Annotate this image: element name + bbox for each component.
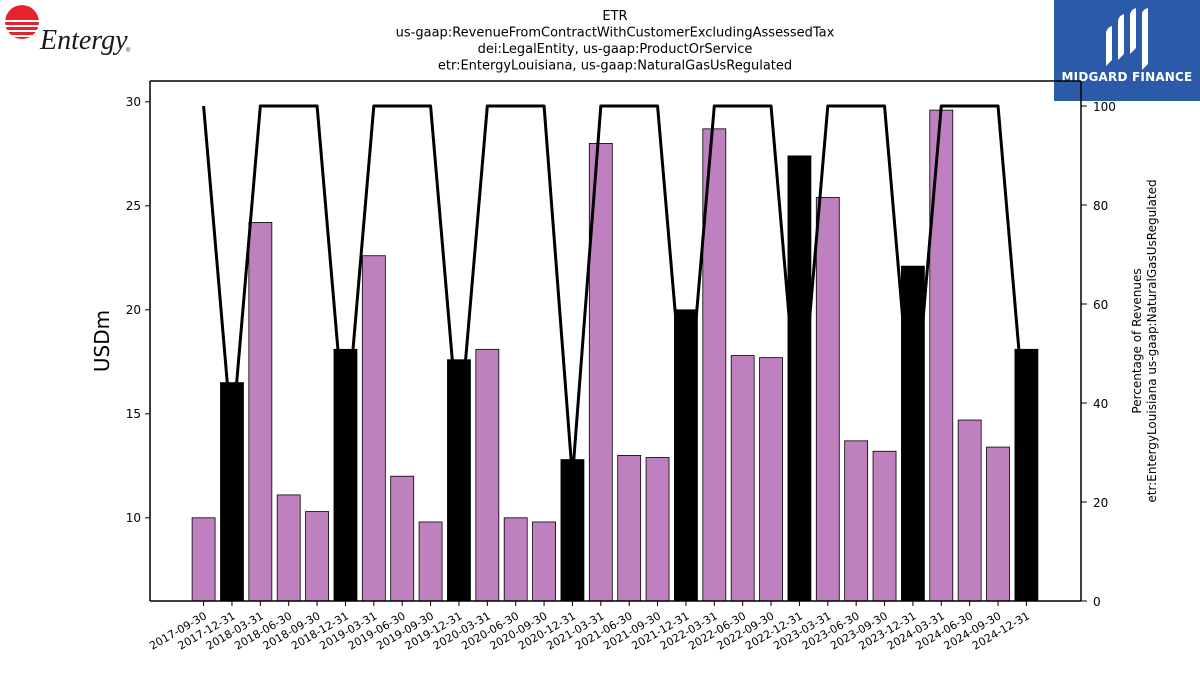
y2-tick-label-80: 80 bbox=[1093, 199, 1108, 213]
bar-2021-06-30 bbox=[617, 454, 642, 602]
bar-2022-06-30 bbox=[730, 355, 755, 602]
y-tick-label-30: 30 bbox=[126, 95, 141, 109]
bar-2020-12-31 bbox=[560, 459, 585, 602]
axes-group bbox=[149, 80, 1082, 602]
entergy-logo-mark: ® bbox=[126, 47, 131, 54]
bar-2017-12-31 bbox=[220, 382, 244, 602]
bar-2018-12-31 bbox=[333, 348, 358, 602]
bar-2019-03-31 bbox=[361, 255, 386, 602]
y2-tick-label-0: 0 bbox=[1093, 595, 1101, 609]
bar-2023-09-30 bbox=[872, 450, 897, 602]
bar-2023-03-31 bbox=[815, 197, 840, 602]
y-axis-label: USDm bbox=[90, 310, 114, 372]
y-ticks: 10 15 20 25 30 bbox=[126, 95, 150, 525]
bar-2023-06-30 bbox=[844, 440, 869, 602]
y2-ticks: 0 20 40 60 80 100 bbox=[1081, 100, 1116, 609]
bar-2024-06-30 bbox=[957, 419, 982, 602]
x-ticks: 2017-09-302017-12-312018-03-312018-06-30… bbox=[147, 601, 1032, 653]
y2-tick-label-40: 40 bbox=[1093, 397, 1108, 411]
bar-2018-03-31 bbox=[248, 222, 273, 602]
entergy-logo: Entergy ® bbox=[4, 4, 144, 58]
bar-2022-12-31 bbox=[787, 155, 812, 602]
bar-2019-06-30 bbox=[390, 475, 415, 602]
percentage-line bbox=[202, 104, 1028, 479]
bar-2020-09-30 bbox=[532, 521, 556, 602]
y2-label-line-0: Percentage of Revenues bbox=[1130, 268, 1144, 413]
bar-2019-09-30 bbox=[418, 521, 443, 602]
bar-2021-09-30 bbox=[645, 457, 670, 602]
y-tick-label-25: 25 bbox=[126, 199, 141, 213]
midgard-finance-logo: MIDGARD FINANCE bbox=[1054, 0, 1200, 101]
bar-2019-12-31 bbox=[447, 359, 471, 602]
title-line-0: ETR bbox=[602, 9, 627, 24]
title-line-2: dei:LegalEntity, us-gaap:ProductOrServic… bbox=[478, 42, 753, 57]
bar-2018-06-30 bbox=[276, 494, 301, 602]
bar-2020-06-30 bbox=[503, 517, 528, 602]
y-tick-label-15: 15 bbox=[126, 407, 141, 421]
bar-2022-09-30 bbox=[759, 357, 783, 602]
y2-tick-label-20: 20 bbox=[1093, 496, 1108, 510]
bar-2024-09-30 bbox=[986, 446, 1010, 602]
entergy-logo-text: Entergy bbox=[39, 25, 128, 56]
y2-tick-label-100: 100 bbox=[1093, 100, 1116, 114]
line-group bbox=[202, 104, 1028, 479]
y2-axis-label: Percentage of Revenues etr:EntergyLouisia… bbox=[1130, 179, 1159, 502]
y2-label-line-1: etr:EntergyLouisiana us-gaap:NaturalGasU… bbox=[1145, 179, 1159, 502]
bar-2024-12-31 bbox=[1014, 348, 1039, 602]
midgard-emblem-icon bbox=[1106, 8, 1148, 70]
y-tick-label-20: 20 bbox=[126, 303, 141, 317]
title-line-1: us-gaap:RevenueFromContractWithCustomerE… bbox=[396, 26, 835, 41]
title-line-3: etr:EntergyLouisiana, us-gaap:NaturalGas… bbox=[438, 59, 792, 74]
bar-2020-03-31 bbox=[475, 348, 500, 602]
bar-2017-09-30 bbox=[191, 517, 216, 602]
midgard-finance-text: MIDGARD FINANCE bbox=[1061, 70, 1193, 84]
bar-2018-09-30 bbox=[305, 511, 329, 602]
y2-tick-label-60: 60 bbox=[1093, 298, 1108, 312]
chart-title: ETR us-gaap:RevenueFromContractWithCustom… bbox=[396, 9, 835, 74]
y-tick-label-10: 10 bbox=[126, 511, 141, 525]
bars-group bbox=[191, 109, 1039, 602]
